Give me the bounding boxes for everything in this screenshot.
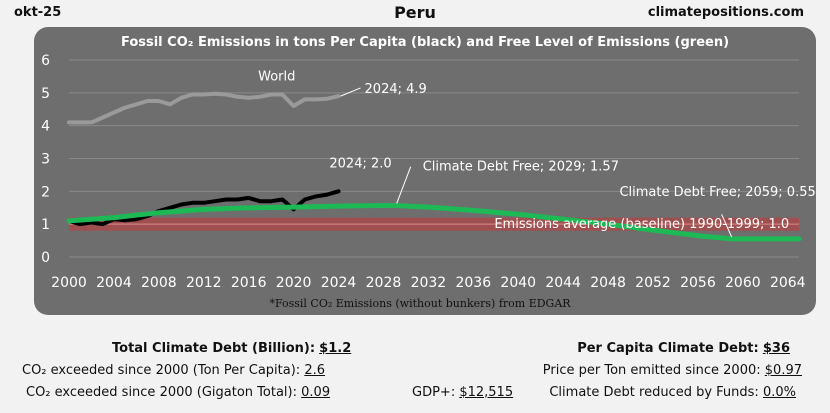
date-label: okt-25	[14, 5, 62, 20]
exceeded-ton-row: CO₂ exceeded since 2000 (Ton Per Capita)…	[22, 363, 325, 378]
chart-footnote: *Fossil CO₂ Emissions (without bunkers) …	[269, 297, 571, 310]
per-capita-label: Per Capita Climate Debt:	[577, 341, 759, 356]
x-tick-label: 2028	[366, 275, 402, 291]
exceeded-ton-label: CO₂ exceeded since 2000 (Ton Per Capita)…	[22, 363, 301, 378]
x-tick-label: 2044	[545, 275, 581, 291]
x-tick-label: 2004	[96, 275, 132, 291]
y-tick-label: 5	[41, 86, 50, 102]
per-capita-value: $36	[762, 341, 790, 356]
x-tick-label: 2036	[455, 275, 491, 291]
series-line	[66, 203, 802, 242]
x-tick-label: 2020	[276, 275, 312, 291]
total-debt-value: $1.2	[319, 341, 352, 356]
x-tick-label: 2040	[500, 275, 536, 291]
leader-line	[396, 166, 412, 204]
debt-free-2029-label: Climate Debt Free; 2029; 1.57	[423, 160, 619, 175]
world-label: World	[258, 69, 295, 84]
gdp-row: GDP+: $12,515	[412, 385, 513, 400]
exceeded-gt-label: CO₂ exceeded since 2000 (Gigaton Total):	[26, 385, 297, 400]
gdp-value: $12,515	[459, 385, 514, 400]
y-tick-label: 6	[41, 53, 50, 69]
x-tick-label: 2056	[680, 275, 716, 291]
funds-label: Climate Debt reduced by Funds:	[549, 385, 759, 400]
total-debt-row: Total Climate Debt (Billion): $1.2	[112, 341, 351, 356]
x-tick-label: 2060	[725, 275, 761, 291]
exceeded-ton-value: 2.6	[304, 363, 326, 378]
per-capita-row: Per Capita Climate Debt: $36	[577, 341, 790, 356]
x-tick-label: 2064	[770, 275, 806, 291]
y-tick-label: 3	[41, 152, 50, 168]
y-tick-label: 2	[41, 184, 50, 200]
world-end-label: 2024; 4.9	[365, 82, 427, 97]
plot-background	[34, 27, 816, 315]
country-title: Peru	[394, 3, 436, 22]
x-tick-label: 2024	[321, 275, 357, 291]
x-tick-label: 2032	[411, 275, 447, 291]
price-label: Price per Ton emitted since 2000:	[542, 363, 761, 378]
x-tick-label: 2016	[231, 275, 267, 291]
exceeded-gt-row: CO₂ exceeded since 2000 (Gigaton Total):…	[26, 385, 330, 400]
x-tick-label: 2012	[186, 275, 222, 291]
funds-row: Climate Debt reduced by Funds: 0.0%	[549, 385, 796, 400]
y-tick-label: 4	[41, 119, 50, 135]
x-tick-label: 2000	[51, 275, 87, 291]
price-row: Price per Ton emitted since 2000: $0.97	[543, 363, 802, 378]
funds-value: 0.0%	[762, 385, 796, 400]
x-tick-label: 2008	[141, 275, 177, 291]
debt-free-2059-label: Climate Debt Free; 2059; 0.55	[619, 185, 815, 200]
series-line	[67, 91, 341, 125]
baseline-label: Emissions average (baseline) 1990-1999; …	[494, 217, 789, 232]
site-label: climatepositions.com	[647, 5, 804, 20]
price-value: $0.97	[764, 363, 802, 378]
total-debt-label: Total Climate Debt (Billion):	[112, 341, 316, 356]
x-tick-label: 2052	[635, 275, 671, 291]
x-tick-label: 2048	[590, 275, 626, 291]
leader-line	[340, 87, 361, 97]
y-tick-label: 1	[41, 217, 50, 233]
chart-title: Fossil CO₂ Emissions in tons Per Capita …	[121, 35, 729, 50]
gdp-label: GDP+:	[412, 385, 456, 400]
peru-end-label: 2024; 2.0	[329, 156, 391, 171]
exceeded-gt-value: 0.09	[301, 385, 331, 400]
leader-line	[721, 214, 733, 238]
y-tick-label: 0	[41, 250, 50, 266]
